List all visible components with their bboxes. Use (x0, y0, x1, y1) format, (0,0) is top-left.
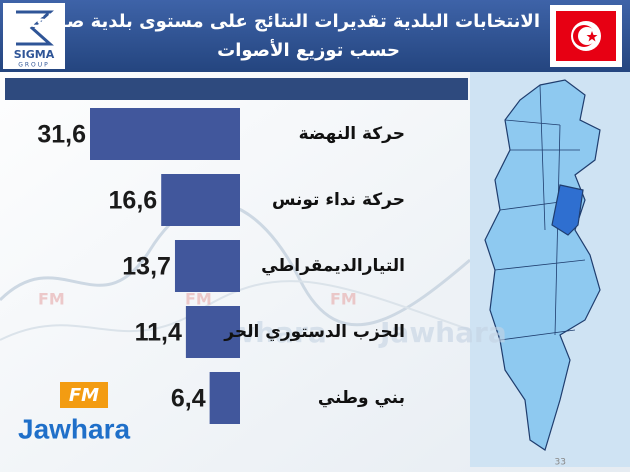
fm-logo: FM (69, 385, 99, 406)
logo-text: SIGMA (14, 48, 55, 61)
bar (90, 108, 240, 160)
value-label: 11,4 (135, 319, 182, 347)
header-band (0, 0, 630, 72)
category-label: حركة النهضة (299, 124, 405, 144)
bar (185, 306, 240, 358)
value-label: 13,7 (122, 253, 171, 281)
map-borders (494, 84, 586, 341)
brand-logo: Jawhara (18, 413, 130, 444)
watermark: FM (38, 290, 65, 309)
category-label: التيارالديمقراطي (261, 256, 405, 276)
flag-crescent-cut (578, 27, 596, 45)
bar (174, 240, 240, 292)
value-label: 6,4 (171, 385, 206, 413)
bar (161, 174, 240, 226)
title-line: حسب توزيع الأصوات (217, 39, 400, 61)
logo-sigma (16, 10, 54, 46)
bar (209, 372, 240, 424)
category-label: حركة نداء تونس (272, 190, 405, 210)
sub-band (5, 78, 468, 100)
logo-subtext: GROUP (18, 62, 50, 69)
watermark: FM (185, 290, 212, 309)
category-label: الحزب الدستوري الحر (223, 322, 405, 342)
map-sfax (551, 184, 584, 236)
value-label: 31,6 (37, 121, 86, 149)
category-label: بني وطني (318, 388, 405, 408)
page-number: 33 (555, 458, 566, 468)
watermark: FM (330, 290, 357, 309)
flag-star (586, 31, 598, 42)
title-line: الانتخابات البلدية تقديرات النتائج على م… (10, 11, 540, 32)
fm-badge (60, 382, 108, 408)
watermark: Jawhara (378, 316, 507, 349)
logo-box (3, 3, 65, 69)
value-label: 16,6 (109, 187, 158, 215)
